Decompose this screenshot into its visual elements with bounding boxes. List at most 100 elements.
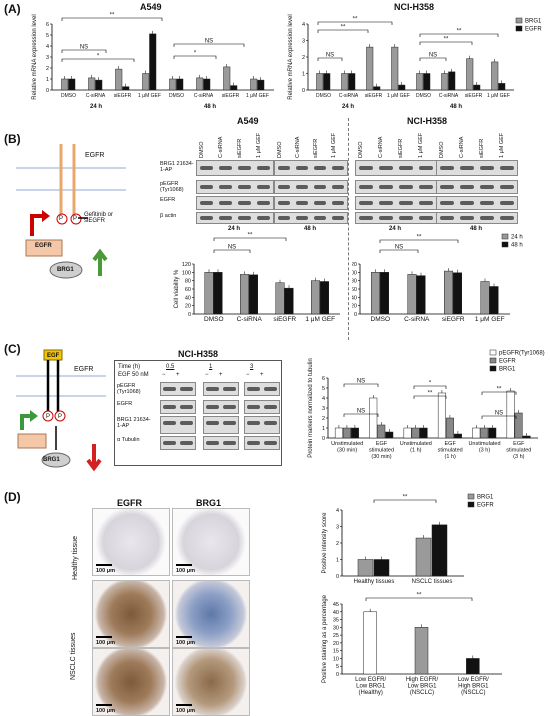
- blot-band: [440, 185, 454, 189]
- blot-strip: [203, 436, 239, 450]
- blot-band: [332, 201, 344, 205]
- legend-swatch: [489, 357, 497, 364]
- b-time-label: 48 h: [470, 226, 483, 232]
- bar-48h: [416, 275, 426, 315]
- y-tick-label: 3: [302, 39, 305, 45]
- blot-strip: [203, 416, 239, 434]
- blot-band: [480, 166, 494, 170]
- legend-swatch: [467, 493, 475, 500]
- significance-label: **: [444, 37, 449, 43]
- blot-band: [500, 185, 514, 189]
- b-drug-label: Gefitinib or siEGFR: [84, 212, 114, 224]
- significance-label: **: [417, 235, 422, 241]
- blot-strip: [436, 180, 518, 194]
- bar-24h: [371, 272, 380, 315]
- bar-pegfrtyr1068: [403, 427, 412, 439]
- x-tick-label: Unstimulated: [331, 441, 363, 447]
- significance-label: **: [248, 233, 253, 239]
- x-tick-label: EGF: [513, 441, 525, 447]
- blot-band: [460, 185, 474, 189]
- blot-strip: [196, 180, 274, 194]
- x-tick-label: C-siRNA: [237, 316, 263, 323]
- bar-brg1: [453, 433, 462, 439]
- legend-swatch: [501, 233, 509, 240]
- blot-band: [163, 387, 176, 391]
- brg1-ellipse-shape: [49, 261, 83, 279]
- c-time-value: 0.5: [166, 364, 175, 370]
- bar-egfr: [373, 86, 381, 91]
- bar-48h: [489, 286, 499, 315]
- receptor-shape: [46, 360, 60, 420]
- blot-band: [460, 166, 474, 170]
- y-axis-label: Positive intensity score: [322, 512, 328, 574]
- legend-label: EGFR: [525, 27, 542, 33]
- significance-bracket: [379, 249, 419, 253]
- timepoint-label: 24 h: [90, 104, 102, 110]
- significance-bracket: [413, 385, 447, 389]
- y-tick-label: 0: [302, 88, 305, 94]
- bar-pegfrtyr1068: [369, 397, 378, 439]
- green-arrow-head: [30, 410, 38, 422]
- significance-bracket: [481, 391, 517, 395]
- bar-24h: [204, 272, 214, 315]
- bar-brg1: [488, 427, 497, 439]
- blot-band: [264, 405, 277, 409]
- x-tick-label: DMSO: [316, 93, 331, 99]
- c-schematic: [16, 349, 106, 472]
- scale-label: 100 μm: [96, 639, 115, 646]
- bar-brg1: [61, 78, 69, 91]
- y-tick-label: 3: [322, 406, 325, 412]
- x-tick-label: DMSO: [204, 316, 224, 323]
- x-tick-label: (Healthy): [358, 690, 382, 696]
- y-tick-label: 2: [322, 416, 325, 422]
- scale-label: 100 μm: [176, 707, 195, 714]
- x-tick-label: Unstimulated: [468, 441, 500, 447]
- x-tick-label: High BRG1: [458, 684, 489, 690]
- x-tick-label: Unstimulated: [400, 441, 432, 447]
- bar-brg1: [391, 46, 399, 91]
- significance-label: *: [97, 54, 100, 60]
- significance-bracket: [413, 395, 447, 399]
- x-tick-label: (3 h): [513, 454, 524, 460]
- x-tick-label: EGF: [445, 441, 457, 447]
- bar-brg1: [491, 61, 499, 91]
- blot-band: [180, 421, 193, 425]
- x-tick-label: 1 μM GEF: [305, 316, 335, 323]
- b-blot-row-label: BRG1 21634-1-AP: [160, 161, 194, 173]
- c-plus-label: +: [260, 372, 264, 378]
- blot-band: [247, 421, 260, 425]
- bar-48h: [213, 272, 223, 315]
- y-tick-label: 5: [322, 386, 325, 392]
- bar-brg1: [223, 66, 231, 91]
- red-arrow-head: [42, 210, 50, 222]
- bar-24h: [275, 282, 285, 315]
- bar-brg1: [350, 427, 359, 439]
- b-lane-label: siEGFR: [398, 138, 404, 158]
- x-tick-label: siEGFR: [365, 93, 383, 99]
- y-tick-label: 5: [336, 664, 339, 670]
- y-tick-label: 4: [302, 22, 305, 28]
- y-axis-label: Relative mRNA expression level: [32, 14, 38, 99]
- x-tick-label: Low EGFR/: [458, 677, 489, 683]
- significance-bracket: [317, 21, 393, 25]
- blot-band: [500, 166, 514, 170]
- legend-label: BRG1: [477, 495, 494, 501]
- phospho-left: [42, 410, 54, 422]
- y-tick-label: 40: [185, 295, 191, 301]
- blot-band: [296, 185, 308, 189]
- b-time-label: 48 h: [304, 226, 317, 232]
- x-tick-label: (30 min): [337, 448, 357, 454]
- scale-label: 100 μm: [96, 567, 115, 574]
- b-lane-label: DMSO: [277, 141, 283, 159]
- bar-egfr: [176, 78, 184, 91]
- blot-band: [200, 201, 213, 205]
- scale-bar: [176, 636, 192, 638]
- blot-band: [264, 421, 277, 425]
- y-tick-label: 1: [322, 426, 325, 432]
- bar-egfr: [431, 524, 448, 577]
- y-tick-label: 60: [352, 287, 357, 293]
- c-blot-frame: [114, 360, 282, 466]
- significance-bracket: [481, 415, 517, 419]
- significance-label: **: [110, 13, 115, 19]
